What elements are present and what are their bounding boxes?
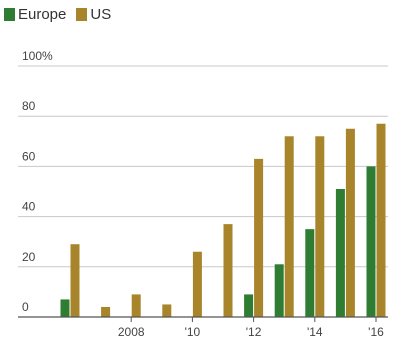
bar-us-2013 <box>284 136 294 317</box>
legend-item-europe: Europe <box>4 6 66 23</box>
y-tick-label: 20 <box>22 250 36 264</box>
bar-us-2006 <box>70 244 80 317</box>
bar-us-2015 <box>345 128 355 317</box>
x-tick-label: '16 <box>368 325 384 339</box>
y-tick-label: 80 <box>22 99 36 113</box>
legend-swatch-europe <box>4 8 15 21</box>
bar-us-2010 <box>192 251 202 317</box>
legend-label-europe: Europe <box>18 6 67 23</box>
bar-us-2014 <box>315 136 325 317</box>
bar-us-2008 <box>131 294 141 317</box>
bar-europe-2015 <box>335 188 345 317</box>
x-tick-label: '14 <box>307 325 323 339</box>
bar-us-2016 <box>376 123 386 317</box>
bar-europe-2016 <box>366 166 376 317</box>
y-tick-label: 0 <box>22 300 29 314</box>
bar-europe-2014 <box>305 229 315 317</box>
legend-label-us: US <box>90 6 112 23</box>
bar-europe-2013 <box>274 264 284 317</box>
y-tick-label: 100% <box>22 49 53 63</box>
x-tick-label: '12 <box>246 325 262 339</box>
legend: Europe US <box>4 6 111 23</box>
bar-us-2009 <box>162 304 172 317</box>
bar-us-2007 <box>101 306 111 317</box>
x-tick-label: '10 <box>185 325 201 339</box>
legend-item-us: US <box>76 6 111 23</box>
bar-us-2011 <box>223 224 233 317</box>
bar-europe-2006 <box>60 299 70 317</box>
y-tick-label: 40 <box>22 200 36 214</box>
bar-europe-2012 <box>244 294 254 317</box>
bar-us-2012 <box>254 158 264 317</box>
legend-swatch-us <box>76 8 88 21</box>
x-tick-label: 2008 <box>118 325 145 339</box>
y-tick-label: 60 <box>22 149 36 163</box>
